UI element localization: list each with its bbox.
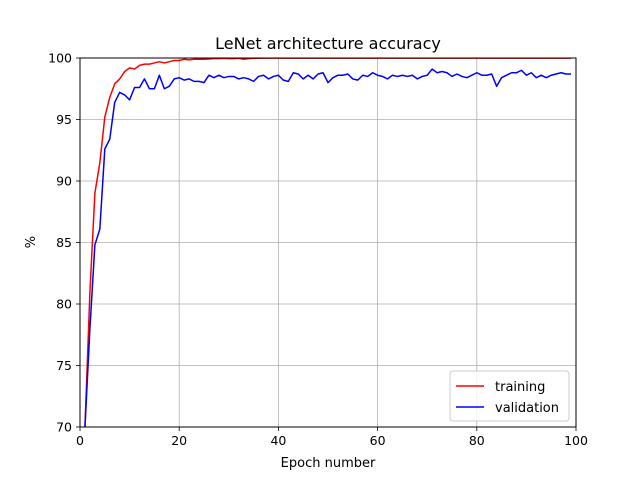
y-tick-label: 95	[56, 112, 72, 127]
legend-box	[449, 370, 570, 422]
y-axis-label: %	[24, 236, 39, 248]
series-line-validation	[84, 68, 572, 427]
x-tick-label: 0	[76, 433, 84, 448]
x-axis-ticks: 0 20 40 60 80 100	[76, 427, 588, 448]
legend-label-validation: validation	[495, 401, 559, 416]
x-axis-label: Epoch number	[281, 456, 376, 471]
x-tick-label: 60	[370, 433, 386, 448]
x-tick-label: 80	[469, 433, 485, 448]
legend: training validation	[449, 370, 570, 422]
y-axis-ticks: 70 75 80 85 90 95 100	[48, 51, 80, 435]
x-tick-label: 40	[270, 433, 286, 448]
x-tick-label: 20	[171, 433, 187, 448]
y-tick-label: 75	[56, 358, 72, 373]
y-tick-label: 80	[56, 297, 72, 312]
y-tick-label: 85	[56, 235, 72, 250]
y-tick-label: 100	[48, 51, 72, 66]
legend-label-training: training	[495, 380, 545, 395]
chart-title: LeNet architecture accuracy	[215, 34, 441, 53]
x-tick-label: 100	[564, 433, 588, 448]
y-tick-label: 90	[56, 174, 72, 189]
y-tick-label: 70	[56, 420, 72, 435]
